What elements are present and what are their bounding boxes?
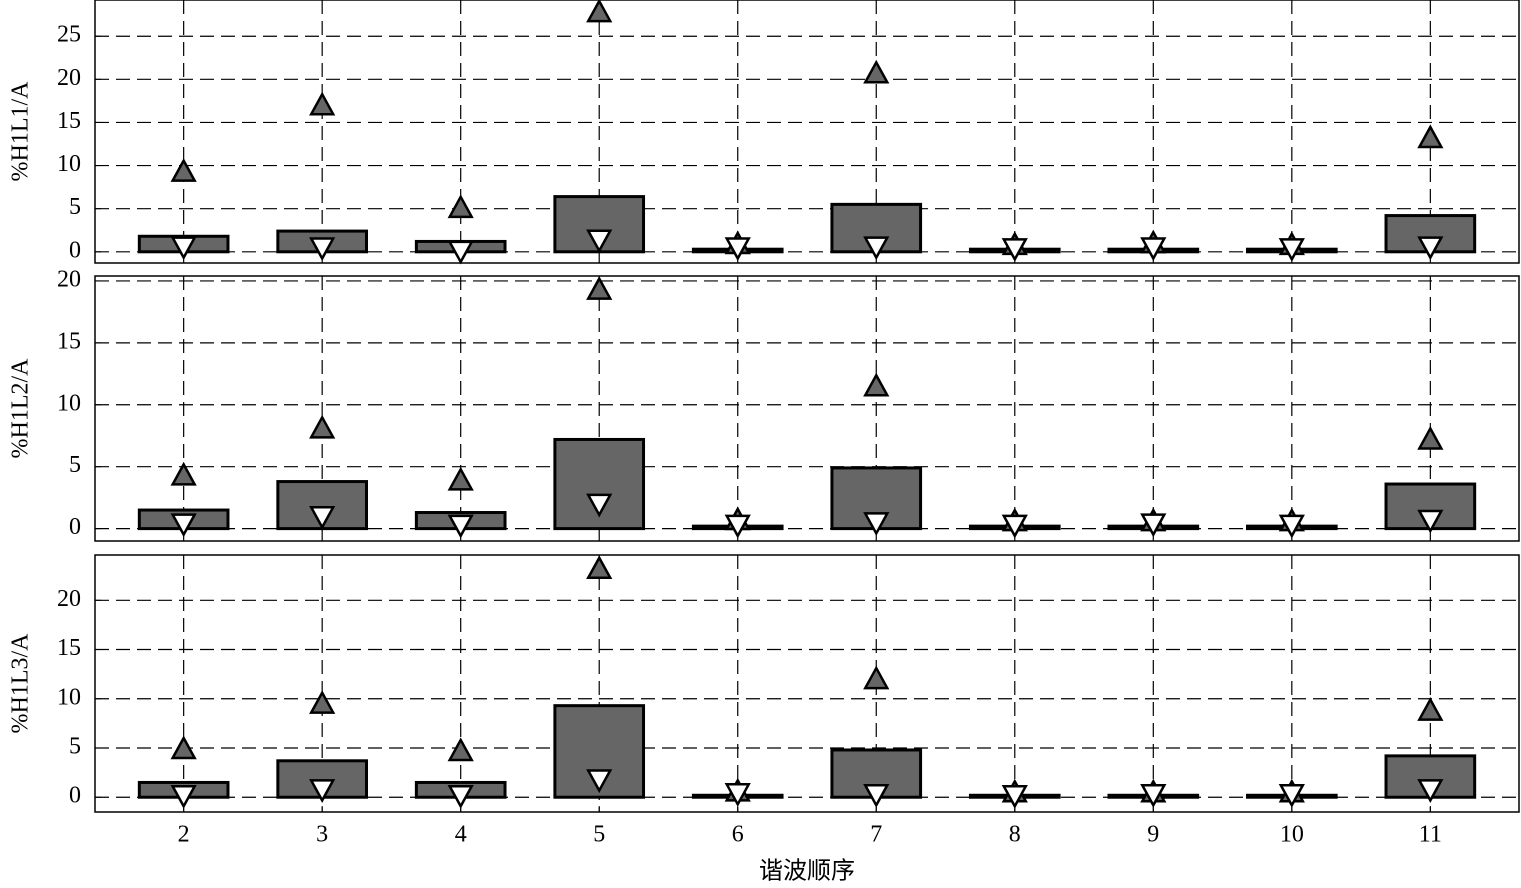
x-tick-label: 5 (593, 822, 605, 848)
y-tick-label: 10 (57, 151, 81, 177)
y-axis-label: %H1L3/A (8, 633, 34, 734)
min-marker (170, 785, 197, 809)
y-axis-label: %H1L2/A (8, 358, 34, 459)
min-marker (1001, 514, 1028, 539)
min-marker (1140, 784, 1167, 808)
min-marker (170, 236, 197, 261)
x-tick-label: 4 (455, 822, 467, 848)
x-tick-label: 9 (1147, 822, 1159, 848)
max-marker (586, 276, 613, 300)
min-marker (1417, 779, 1444, 803)
max-marker (863, 372, 890, 397)
min-marker (724, 783, 751, 807)
max-marker (863, 665, 890, 690)
min-marker (1001, 238, 1028, 262)
min-marker (1278, 784, 1305, 808)
x-tick-label: 8 (1009, 822, 1021, 848)
min-marker (170, 513, 197, 538)
min-marker (1278, 514, 1305, 539)
y-tick-label: 5 (69, 733, 81, 759)
min-marker (309, 237, 336, 262)
y-tick-label: 0 (69, 514, 81, 540)
min-marker (863, 512, 890, 537)
min-marker (447, 785, 474, 809)
min-marker (309, 505, 336, 530)
max-marker (170, 461, 197, 486)
max-marker (170, 158, 197, 182)
y-tick-label: 5 (69, 452, 81, 478)
y-tick-label: 20 (57, 586, 81, 612)
max-marker (1417, 696, 1444, 721)
x-tick-label: 7 (870, 822, 882, 848)
min-marker (447, 240, 474, 265)
max-marker (309, 91, 336, 116)
min-marker (1417, 236, 1444, 261)
y-tick-label: 20 (57, 65, 81, 91)
max-marker (447, 194, 474, 219)
max-marker (309, 690, 336, 714)
y-tick-label: 20 (57, 266, 81, 292)
min-marker (586, 229, 613, 254)
min-marker (447, 514, 474, 539)
max-marker (1417, 124, 1444, 149)
max-marker (863, 59, 890, 84)
min-marker (724, 514, 751, 539)
y-tick-label: 0 (69, 237, 81, 263)
min-marker (586, 769, 613, 794)
y-tick-label: 10 (57, 684, 81, 710)
y-tick-label: 5 (69, 194, 81, 220)
x-tick-label: 10 (1280, 822, 1304, 848)
min-marker (863, 784, 890, 808)
plot-frame (94, 554, 1520, 813)
y-tick-label: 15 (57, 328, 81, 354)
min-marker (1417, 509, 1444, 534)
min-marker (1140, 237, 1167, 262)
max-marker (447, 466, 474, 491)
y-axis-label: %H1L1/A (8, 81, 34, 182)
y-tick-label: 15 (57, 108, 81, 134)
x-axis-label: 谐波顺序 (759, 858, 855, 885)
min-marker (1140, 513, 1167, 538)
max-marker (309, 414, 336, 439)
x-tick-label: 3 (316, 822, 328, 848)
min-marker (724, 237, 751, 262)
y-tick-label: 10 (57, 390, 81, 416)
min-marker (309, 779, 336, 803)
max-marker (170, 735, 197, 760)
max-marker (1417, 425, 1444, 450)
min-marker (1278, 238, 1305, 262)
plot-frame (94, 0, 1520, 264)
plot-frame (94, 275, 1520, 542)
max-marker (586, 555, 613, 580)
x-tick-label: 11 (1419, 822, 1442, 848)
min-marker (1001, 785, 1028, 809)
y-tick-label: 15 (57, 635, 81, 661)
min-marker (863, 236, 890, 261)
x-tick-label: 2 (178, 822, 190, 848)
min-marker (586, 493, 613, 518)
y-tick-label: 25 (57, 22, 81, 48)
max-marker (586, 0, 613, 23)
y-tick-label: 0 (69, 783, 81, 809)
max-marker (447, 737, 474, 762)
x-tick-label: 6 (732, 822, 744, 848)
